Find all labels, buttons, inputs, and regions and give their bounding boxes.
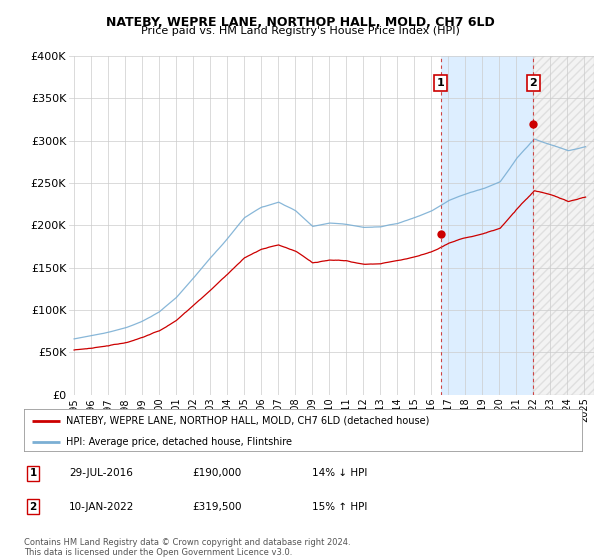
Text: 29-JUL-2016: 29-JUL-2016 <box>69 468 133 478</box>
Text: HPI: Average price, detached house, Flintshire: HPI: Average price, detached house, Flin… <box>66 437 292 446</box>
Bar <box>533 56 594 395</box>
Text: 1: 1 <box>29 468 37 478</box>
Text: 2: 2 <box>29 502 37 512</box>
Text: Contains HM Land Registry data © Crown copyright and database right 2024.
This d: Contains HM Land Registry data © Crown c… <box>24 538 350 557</box>
Bar <box>441 56 533 395</box>
Text: 2: 2 <box>529 78 537 88</box>
Text: 1: 1 <box>437 78 445 88</box>
Text: £190,000: £190,000 <box>192 468 241 478</box>
Text: 10-JAN-2022: 10-JAN-2022 <box>69 502 134 512</box>
Text: NATEBY, WEPRE LANE, NORTHOP HALL, MOLD, CH7 6LD: NATEBY, WEPRE LANE, NORTHOP HALL, MOLD, … <box>106 16 494 29</box>
Text: Price paid vs. HM Land Registry's House Price Index (HPI): Price paid vs. HM Land Registry's House … <box>140 26 460 36</box>
Text: £319,500: £319,500 <box>192 502 241 512</box>
Text: NATEBY, WEPRE LANE, NORTHOP HALL, MOLD, CH7 6LD (detached house): NATEBY, WEPRE LANE, NORTHOP HALL, MOLD, … <box>66 416 429 426</box>
Text: 14% ↓ HPI: 14% ↓ HPI <box>312 468 367 478</box>
Text: 15% ↑ HPI: 15% ↑ HPI <box>312 502 367 512</box>
